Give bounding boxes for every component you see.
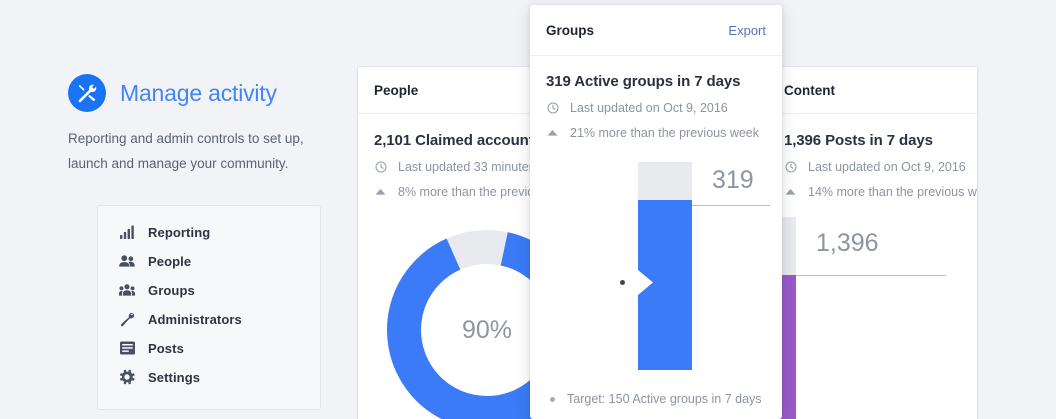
trend-up-icon: [374, 186, 387, 199]
trend-up-icon: [546, 127, 559, 140]
groups-last-updated: Last updated on Oct 9, 2016: [570, 101, 728, 115]
brand-header: Manage activity: [68, 74, 277, 112]
groups-target-dot: [620, 280, 625, 285]
posts-icon: [119, 340, 135, 356]
people-last-updated: Last updated 33 minutes ago: [398, 160, 560, 174]
sidebar-item-posts[interactable]: Posts: [98, 334, 320, 362]
sidebar-item-groups[interactable]: Groups: [98, 276, 320, 304]
sidebar-nav: Reporting People: [97, 205, 321, 410]
gear-icon: [119, 369, 135, 385]
content-card-header: Content: [652, 67, 977, 114]
clock-icon: [546, 102, 559, 115]
sidebar-item-label: Reporting: [148, 224, 211, 240]
trend-up-icon: [784, 186, 797, 199]
clock-icon: [374, 161, 387, 174]
people-card-title: People: [374, 82, 419, 98]
export-button[interactable]: Export: [728, 22, 766, 38]
sidebar-item-administrators[interactable]: Administrators: [98, 305, 320, 333]
groups-bar-rule: [692, 205, 770, 206]
page-title: Manage activity: [120, 79, 277, 106]
posts-bar-rule: [796, 275, 946, 276]
brand-description: Reporting and admin controls to set up, …: [68, 131, 304, 171]
groups-popup-body: 319 Active groups in 7 days Last updated…: [530, 56, 782, 419]
groups-popup-header: Groups Export: [530, 5, 782, 56]
sidebar-item-label: Settings: [148, 369, 201, 385]
groups-last-updated-row: Last updated on Oct 9, 2016: [546, 101, 766, 115]
left-panel: Manage activity Reporting and admin cont…: [0, 0, 358, 419]
donut-percent-label: 90%: [461, 315, 513, 344]
groups-target-row: Target: 150 Active groups in 7 days: [546, 392, 762, 406]
groups-icon: [119, 282, 135, 298]
sidebar-item-label: Posts: [148, 340, 184, 356]
sidebar-item-reporting[interactable]: Reporting: [98, 218, 320, 246]
content-card-title: Content: [784, 82, 835, 98]
wrench-icon: [119, 311, 135, 327]
people-last-updated-row: Last updated 33 minutes ago: [374, 160, 578, 174]
sidebar-item-label: Groups: [148, 282, 195, 298]
groups-target-text: Target: 150 Active groups in 7 days: [567, 392, 762, 406]
groups-trend-row: 21% more than the previous week: [546, 126, 766, 140]
bar-chart-icon: [119, 224, 135, 240]
groups-bar-track: [638, 162, 692, 370]
groups-metric-title: 319 Active groups in 7 days: [546, 73, 741, 90]
people-metric-title: 2,101 Claimed accounts: [374, 132, 542, 149]
groups-popup: Groups Export 319 Active groups in 7 day…: [530, 5, 782, 419]
sidebar-item-settings[interactable]: Settings: [98, 363, 320, 391]
content-last-updated: Last updated on Oct 9, 2016: [808, 160, 966, 174]
groups-trend: 21% more than the previous week: [570, 126, 759, 140]
content-trend-row: 14% more than the previous week: [784, 185, 977, 199]
sidebar-item-label: People: [148, 253, 192, 269]
content-trend: 14% more than the previous week: [808, 185, 977, 199]
content-metric-title: 1,396 Posts in 7 days: [784, 132, 933, 149]
people-icon: [119, 253, 135, 269]
clock-icon: [784, 161, 797, 174]
posts-bar-value: 1,396: [816, 229, 879, 257]
sidebar-item-label: Administrators: [148, 311, 242, 327]
sidebar-item-people[interactable]: People: [98, 247, 320, 275]
groups-popup-title: Groups: [546, 22, 595, 38]
groups-bar-chart: 319: [546, 162, 770, 370]
people-card-header: People: [358, 67, 594, 114]
tools-icon: [68, 74, 106, 112]
groups-bar-value: 319: [712, 166, 754, 194]
content-last-updated-row: Last updated on Oct 9, 2016: [784, 160, 966, 174]
target-dot-icon: [550, 396, 555, 402]
